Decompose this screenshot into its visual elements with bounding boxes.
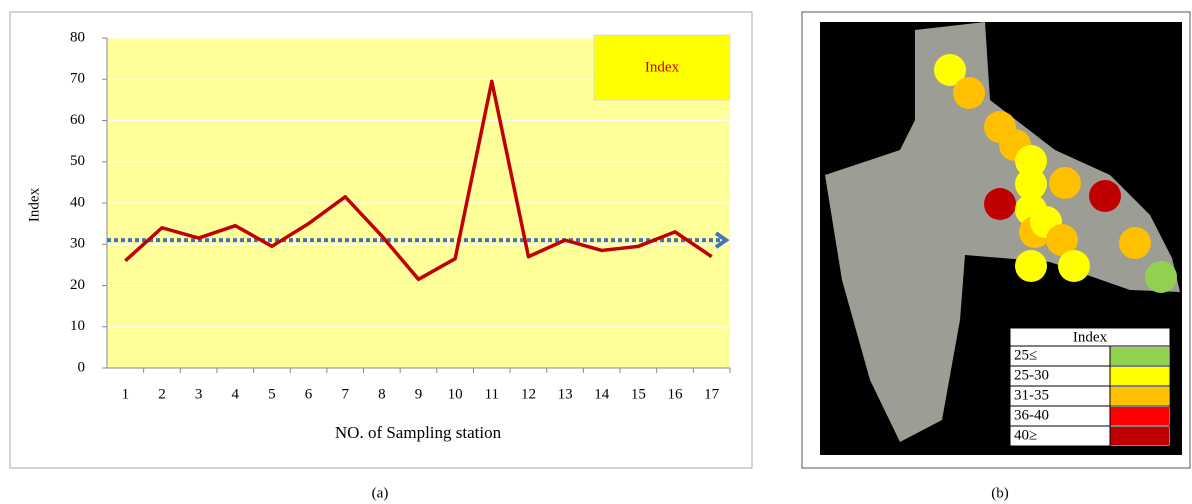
y-tick-label: 70 — [70, 71, 85, 87]
station-marker — [1145, 261, 1177, 293]
x-tick-label: 15 — [631, 386, 646, 402]
station-marker — [1015, 250, 1047, 282]
x-axis-label: NO. of Sampling station — [335, 423, 502, 442]
map-legend-label: 40≥ — [1014, 427, 1037, 443]
y-tick-label: 40 — [70, 194, 85, 210]
map-legend-swatch — [1110, 427, 1169, 445]
caption: (a) — [372, 485, 389, 501]
x-tick-label: 17 — [704, 386, 720, 402]
x-tick-label: 12 — [521, 386, 536, 402]
map-legend-label: 25≤ — [1014, 347, 1037, 363]
map-legend-swatch — [1110, 407, 1169, 425]
x-tick-label: 16 — [668, 386, 684, 402]
figure: Index NO. of Sampling station (a) Index … — [0, 0, 1192, 504]
x-tick-label: 1 — [122, 386, 130, 402]
map-legend: Index 25≤ 25-30 31-35 36-40 40≥ — [1010, 328, 1170, 446]
y-tick-label: 20 — [70, 277, 85, 293]
y-tick-label: 0 — [78, 359, 86, 375]
y-tick-label: 30 — [70, 236, 85, 252]
x-tick-label: 3 — [195, 386, 203, 402]
x-tick-label: 10 — [448, 386, 463, 402]
x-tick-label: 2 — [158, 386, 166, 402]
station-marker — [984, 188, 1016, 220]
x-tick-label: 4 — [232, 386, 240, 402]
x-tick-label: 7 — [341, 386, 349, 402]
station-marker — [1119, 227, 1151, 259]
y-tick-label: 80 — [70, 29, 85, 45]
y-tick-label: 60 — [70, 112, 85, 128]
caption: (b) — [991, 485, 1009, 501]
map-legend-title: Index — [1073, 329, 1108, 345]
x-tick-label: 6 — [305, 386, 313, 402]
station-marker — [953, 77, 985, 109]
x-tick-label: 11 — [485, 386, 499, 402]
x-tick-label: 9 — [415, 386, 423, 402]
station-marker — [1089, 180, 1121, 212]
map-legend-swatch — [1110, 347, 1169, 365]
x-tick-label: 8 — [378, 386, 386, 402]
station-marker — [1049, 167, 1081, 199]
y-tick-label: 10 — [70, 318, 85, 334]
map-legend-label: 25-30 — [1014, 367, 1049, 383]
x-tick-label: 14 — [594, 386, 610, 402]
map-legend-label: 31-35 — [1014, 387, 1049, 403]
legend-label: Index — [645, 59, 680, 75]
y-axis-label: Index — [26, 187, 42, 222]
map-legend-swatch — [1110, 387, 1169, 405]
x-tick-label: 13 — [558, 386, 573, 402]
x-tick-label: 5 — [268, 386, 276, 402]
y-tick-label: 50 — [70, 153, 85, 169]
station-marker — [1058, 250, 1090, 282]
map-legend-label: 36-40 — [1014, 407, 1049, 423]
page: Index NO. of Sampling station (a) Index … — [0, 0, 1192, 504]
map-legend-swatch — [1110, 367, 1169, 385]
